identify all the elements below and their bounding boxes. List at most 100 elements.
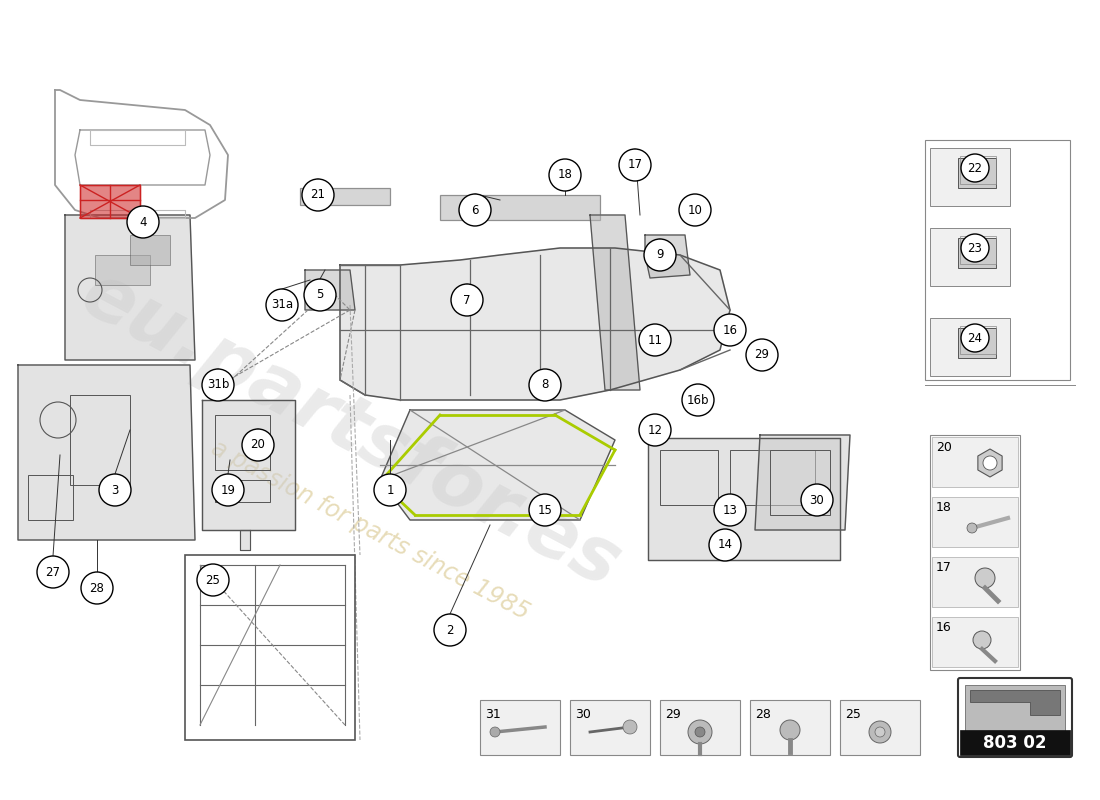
Circle shape bbox=[682, 384, 714, 416]
Circle shape bbox=[197, 564, 229, 596]
Circle shape bbox=[81, 572, 113, 604]
Polygon shape bbox=[978, 449, 1002, 477]
Bar bbox=[570, 700, 650, 755]
Text: eu.partsfor.es: eu.partsfor.es bbox=[68, 257, 632, 603]
Text: 5: 5 bbox=[317, 289, 323, 302]
Bar bbox=[750, 700, 830, 755]
Text: 10: 10 bbox=[688, 203, 703, 217]
Circle shape bbox=[619, 149, 651, 181]
Text: 3: 3 bbox=[111, 483, 119, 497]
Text: 30: 30 bbox=[575, 708, 591, 721]
Bar bbox=[958, 328, 996, 358]
Text: a passion for parts since 1985: a passion for parts since 1985 bbox=[207, 436, 534, 624]
Circle shape bbox=[801, 484, 833, 516]
Text: 7: 7 bbox=[463, 294, 471, 306]
Polygon shape bbox=[18, 365, 195, 540]
Polygon shape bbox=[379, 410, 615, 520]
Circle shape bbox=[302, 179, 334, 211]
Text: 28: 28 bbox=[89, 582, 104, 594]
Circle shape bbox=[679, 194, 711, 226]
Circle shape bbox=[459, 194, 491, 226]
Text: 23: 23 bbox=[968, 242, 982, 254]
Polygon shape bbox=[970, 690, 1060, 715]
Circle shape bbox=[869, 721, 891, 743]
Bar bbox=[185, 555, 355, 740]
Circle shape bbox=[451, 284, 483, 316]
Circle shape bbox=[714, 314, 746, 346]
Bar bbox=[28, 475, 73, 520]
Circle shape bbox=[695, 727, 705, 737]
Bar bbox=[960, 730, 1070, 755]
Text: 15: 15 bbox=[538, 503, 552, 517]
Circle shape bbox=[242, 429, 274, 461]
Circle shape bbox=[126, 206, 160, 238]
Circle shape bbox=[529, 494, 561, 526]
Text: 803 02: 803 02 bbox=[983, 734, 1047, 752]
Text: 14: 14 bbox=[717, 538, 733, 551]
Bar bbox=[925, 140, 1070, 380]
Text: 18: 18 bbox=[558, 169, 572, 182]
Text: 12: 12 bbox=[648, 423, 662, 437]
Bar bbox=[840, 700, 920, 755]
Bar bbox=[660, 450, 718, 505]
Text: 17: 17 bbox=[627, 158, 642, 171]
Text: 1: 1 bbox=[386, 483, 394, 497]
Circle shape bbox=[710, 529, 741, 561]
Circle shape bbox=[212, 474, 244, 506]
Circle shape bbox=[874, 727, 886, 737]
Circle shape bbox=[967, 523, 977, 533]
Text: 20: 20 bbox=[936, 441, 952, 454]
Text: 11: 11 bbox=[648, 334, 662, 346]
Text: 17: 17 bbox=[936, 561, 952, 574]
Bar bbox=[770, 450, 830, 515]
Circle shape bbox=[304, 279, 336, 311]
Text: 21: 21 bbox=[310, 189, 326, 202]
Circle shape bbox=[714, 494, 746, 526]
Circle shape bbox=[639, 324, 671, 356]
Text: 27: 27 bbox=[45, 566, 60, 578]
Bar bbox=[958, 238, 996, 268]
Circle shape bbox=[644, 239, 676, 271]
Text: 20: 20 bbox=[251, 438, 265, 451]
Bar bbox=[660, 700, 740, 755]
Circle shape bbox=[37, 556, 69, 588]
Bar bbox=[958, 158, 996, 188]
Text: 29: 29 bbox=[755, 349, 770, 362]
Circle shape bbox=[975, 568, 996, 588]
Polygon shape bbox=[340, 248, 730, 400]
Polygon shape bbox=[80, 185, 140, 218]
Circle shape bbox=[961, 154, 989, 182]
Text: 25: 25 bbox=[845, 708, 861, 721]
Bar bbox=[730, 450, 815, 505]
Bar bbox=[480, 700, 560, 755]
Circle shape bbox=[266, 289, 298, 321]
Text: 30: 30 bbox=[810, 494, 824, 506]
Circle shape bbox=[688, 720, 712, 744]
Text: 6: 6 bbox=[471, 203, 478, 217]
Circle shape bbox=[529, 369, 561, 401]
Circle shape bbox=[983, 456, 997, 470]
Text: 31a: 31a bbox=[271, 298, 293, 311]
Bar bbox=[440, 195, 600, 220]
Text: 16b: 16b bbox=[686, 394, 710, 406]
Bar bbox=[300, 188, 390, 205]
Polygon shape bbox=[305, 270, 355, 310]
Text: 13: 13 bbox=[723, 503, 737, 517]
Text: 31: 31 bbox=[485, 708, 501, 721]
Circle shape bbox=[961, 324, 989, 352]
Polygon shape bbox=[202, 400, 295, 530]
Circle shape bbox=[434, 614, 466, 646]
Text: 4: 4 bbox=[140, 215, 146, 229]
Text: 9: 9 bbox=[657, 249, 663, 262]
Bar bbox=[214, 480, 270, 502]
Bar bbox=[930, 228, 1010, 286]
Polygon shape bbox=[240, 530, 250, 550]
Bar bbox=[960, 236, 996, 264]
Circle shape bbox=[374, 474, 406, 506]
Text: 22: 22 bbox=[968, 162, 982, 174]
Bar bbox=[932, 497, 1018, 547]
Bar bbox=[95, 255, 150, 285]
Polygon shape bbox=[755, 435, 850, 530]
Bar bbox=[965, 685, 1065, 732]
Text: 25: 25 bbox=[206, 574, 220, 586]
